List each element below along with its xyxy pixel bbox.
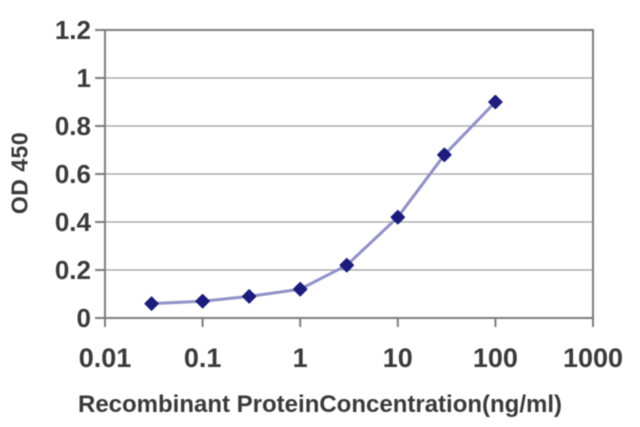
y-tick-label: 0 [77, 303, 91, 333]
data-point-marker [241, 289, 257, 304]
y-tick-label: 0.4 [55, 207, 92, 237]
x-tick-label: 1 [293, 343, 308, 373]
gridlines [105, 77, 593, 271]
axis-ticks: 0 0.2 0.4 0.6 0.8 1 1.2 0.01 0.1 1 10 100 1000 [55, 15, 623, 373]
y-tick-label: 1.2 [55, 15, 91, 45]
series-markers [144, 94, 503, 311]
data-point-marker [437, 147, 452, 163]
data-point-marker [488, 94, 503, 110]
y-tick-label: 0.6 [55, 159, 91, 189]
x-tick-label: 0.01 [79, 343, 132, 373]
data-point-marker [144, 296, 159, 311]
y-tick-label: 0.8 [55, 111, 91, 141]
data-point-marker [292, 281, 308, 297]
x-tick-label: 10 [383, 343, 413, 373]
data-point-marker [195, 293, 210, 309]
y-tick-label: 1 [77, 63, 91, 93]
series-line [150, 100, 497, 306]
x-tick-label: 100 [473, 343, 518, 373]
x-tick-label: 1000 [563, 343, 623, 373]
x-axis-title: Recombinant ProteinConcentration(ng/ml) [77, 391, 563, 418]
x-tick-label: 0.1 [184, 343, 222, 373]
y-tick-label: 0.2 [55, 255, 91, 285]
y-axis-title: OD 450 [6, 131, 33, 215]
data-point-marker [390, 209, 406, 225]
data-point-marker [339, 257, 355, 273]
